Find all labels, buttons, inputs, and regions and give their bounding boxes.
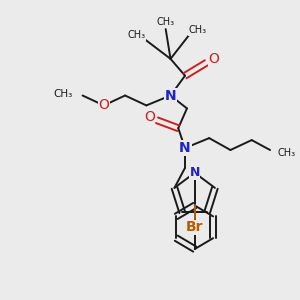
Text: CH₃: CH₃ — [188, 25, 207, 35]
Text: CH₃: CH₃ — [54, 88, 73, 98]
Text: CH₃: CH₃ — [278, 148, 296, 158]
Text: O: O — [144, 110, 155, 124]
Text: N: N — [165, 88, 176, 103]
Text: O: O — [98, 98, 109, 112]
Text: N: N — [190, 166, 200, 179]
Text: CH₃: CH₃ — [128, 30, 146, 40]
Text: CH₃: CH₃ — [157, 17, 175, 27]
Text: Br: Br — [186, 220, 203, 234]
Text: O: O — [208, 52, 220, 66]
Text: N: N — [179, 141, 191, 155]
